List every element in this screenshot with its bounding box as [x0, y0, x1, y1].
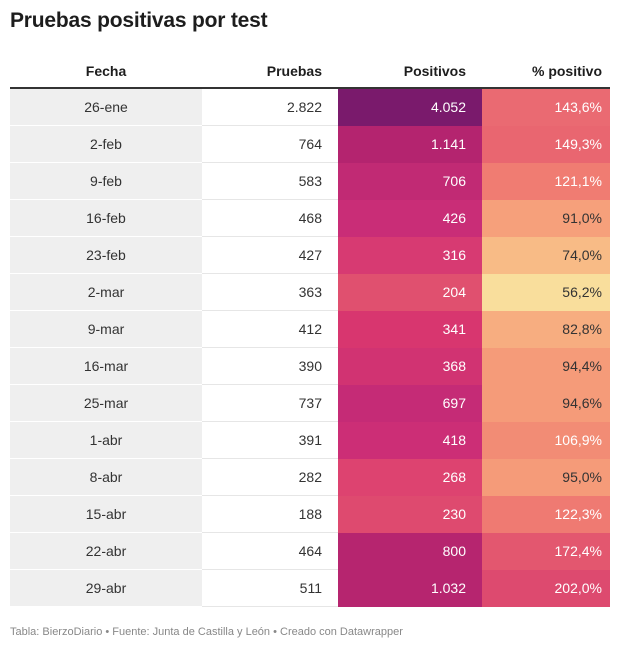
- cell-pct-positivo: 121,1%: [482, 163, 610, 200]
- table-header: Fecha Pruebas Positivos % positivo: [10, 53, 610, 89]
- cell-fecha: 22-abr: [10, 533, 202, 570]
- cell-pct-positivo: 82,8%: [482, 311, 610, 348]
- cell-pruebas: 390: [202, 348, 338, 385]
- cell-fecha: 1-abr: [10, 422, 202, 459]
- cell-pruebas: 391: [202, 422, 338, 459]
- table-row: 9-feb 583 706 121,1%: [10, 163, 610, 200]
- cell-positivos: 800: [338, 533, 482, 570]
- header-pct-positivo: % positivo: [531, 63, 602, 79]
- table-row: 16-mar 390 368 94,4%: [10, 348, 610, 385]
- table-row: 2-feb 764 1.141 149,3%: [10, 126, 610, 163]
- cell-pct-positivo: 143,6%: [482, 89, 610, 126]
- cell-positivos: 697: [338, 385, 482, 422]
- cell-positivos: 268: [338, 459, 482, 496]
- table-row: 16-feb 468 426 91,0%: [10, 200, 610, 237]
- header-positivos: Positivos: [403, 63, 466, 79]
- table-row: 8-abr 282 268 95,0%: [10, 459, 610, 496]
- cell-pruebas: 468: [202, 200, 338, 237]
- cell-pct-positivo: 106,9%: [482, 422, 610, 459]
- cell-positivos: 4.052: [338, 89, 482, 126]
- cell-fecha: 8-abr: [10, 459, 202, 496]
- table-row: 22-abr 464 800 172,4%: [10, 533, 610, 570]
- cell-pct-positivo: 56,2%: [482, 274, 610, 311]
- cell-pct-positivo: 172,4%: [482, 533, 610, 570]
- cell-pruebas: 764: [202, 126, 338, 163]
- table-row: 15-abr 188 230 122,3%: [10, 496, 610, 533]
- cell-fecha: 9-mar: [10, 311, 202, 348]
- header-fecha: Fecha: [85, 63, 127, 79]
- cell-pruebas: 363: [202, 274, 338, 311]
- cell-pruebas: 2.822: [202, 89, 338, 126]
- table-row: 29-abr 511 1.032 202,0%: [10, 570, 610, 607]
- page-title: Pruebas positivas por test: [10, 9, 268, 32]
- cell-pruebas: 427: [202, 237, 338, 274]
- cell-fecha: 16-feb: [10, 200, 202, 237]
- cell-fecha: 26-ene: [10, 89, 202, 126]
- cell-fecha: 25-mar: [10, 385, 202, 422]
- cell-pct-positivo: 149,3%: [482, 126, 610, 163]
- cell-pct-positivo: 95,0%: [482, 459, 610, 496]
- cell-positivos: 418: [338, 422, 482, 459]
- footer-credits: Tabla: BierzoDiario • Fuente: Junta de C…: [10, 626, 403, 638]
- cell-pct-positivo: 94,6%: [482, 385, 610, 422]
- cell-pct-positivo: 94,4%: [482, 348, 610, 385]
- cell-positivos: 368: [338, 348, 482, 385]
- cell-pruebas: 188: [202, 496, 338, 533]
- table-row: 2-mar 363 204 56,2%: [10, 274, 610, 311]
- cell-fecha: 9-feb: [10, 163, 202, 200]
- table-row: 26-ene 2.822 4.052 143,6%: [10, 89, 610, 126]
- cell-pruebas: 412: [202, 311, 338, 348]
- header-pruebas: Pruebas: [266, 63, 322, 79]
- cell-pruebas: 464: [202, 533, 338, 570]
- cell-positivos: 230: [338, 496, 482, 533]
- cell-fecha: 29-abr: [10, 570, 202, 607]
- cell-positivos: 426: [338, 200, 482, 237]
- cell-fecha: 23-feb: [10, 237, 202, 274]
- cell-pct-positivo: 122,3%: [482, 496, 610, 533]
- cell-positivos: 341: [338, 311, 482, 348]
- data-table: Fecha Pruebas Positivos % positivo 26-en…: [10, 53, 610, 607]
- cell-pruebas: 583: [202, 163, 338, 200]
- cell-fecha: 2-mar: [10, 274, 202, 311]
- cell-pruebas: 511: [202, 570, 338, 607]
- table-row: 1-abr 391 418 106,9%: [10, 422, 610, 459]
- cell-positivos: 1.141: [338, 126, 482, 163]
- table-row: 25-mar 737 697 94,6%: [10, 385, 610, 422]
- cell-positivos: 204: [338, 274, 482, 311]
- cell-fecha: 2-feb: [10, 126, 202, 163]
- table-row: 23-feb 427 316 74,0%: [10, 237, 610, 274]
- table-body: 26-ene 2.822 4.052 143,6% 2-feb 764 1.141 149,3…: [10, 89, 610, 607]
- cell-pct-positivo: 91,0%: [482, 200, 610, 237]
- cell-fecha: 15-abr: [10, 496, 202, 533]
- cell-positivos: 316: [338, 237, 482, 274]
- cell-pct-positivo: 74,0%: [482, 237, 610, 274]
- cell-positivos: 706: [338, 163, 482, 200]
- cell-positivos: 1.032: [338, 570, 482, 607]
- cell-pruebas: 282: [202, 459, 338, 496]
- table-row: 9-mar 412 341 82,8%: [10, 311, 610, 348]
- cell-fecha: 16-mar: [10, 348, 202, 385]
- cell-pct-positivo: 202,0%: [482, 570, 610, 607]
- cell-pruebas: 737: [202, 385, 338, 422]
